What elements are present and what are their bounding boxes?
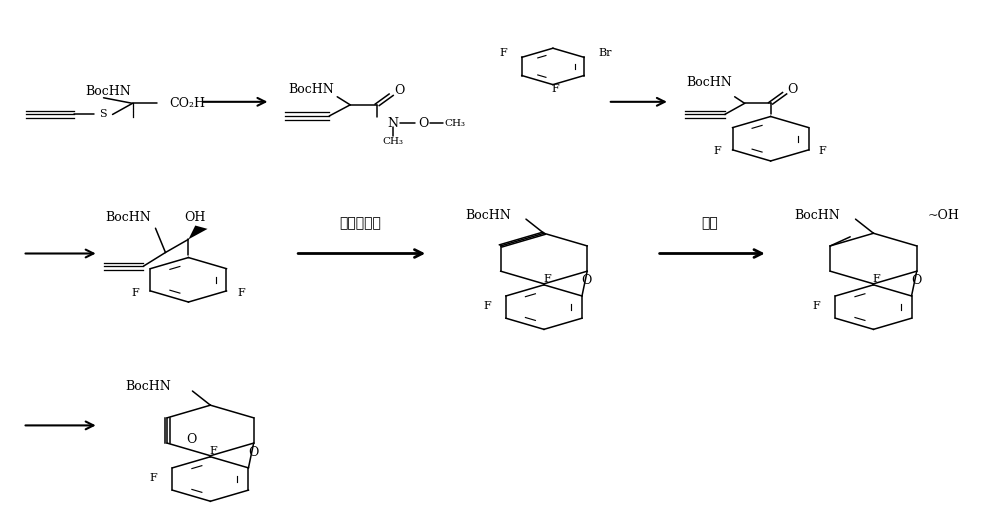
Polygon shape [188,226,208,239]
Text: O: O [911,274,922,287]
Text: Br: Br [598,48,612,58]
Text: F: F [813,301,820,311]
Text: BocHN: BocHN [687,76,732,89]
Text: BocHN: BocHN [126,380,171,393]
Text: F: F [499,48,507,58]
Text: O: O [418,117,428,130]
Text: F: F [132,288,139,298]
Text: BocHN: BocHN [86,85,131,98]
Text: 贵金属催化: 贵金属催化 [339,216,381,230]
Text: ~OH: ~OH [927,208,959,222]
Text: F: F [150,473,157,483]
Text: F: F [210,446,217,456]
Text: CH₃: CH₃ [383,137,404,146]
Text: F: F [819,147,826,156]
Text: OH: OH [185,210,206,224]
Text: O: O [787,83,798,96]
Text: S: S [99,110,106,120]
Text: F: F [551,84,559,94]
Text: CO₂H: CO₂H [169,97,205,110]
Text: F: F [543,274,551,284]
Text: F: F [714,147,722,156]
Text: BocHN: BocHN [106,210,151,224]
Text: O: O [394,84,404,97]
Text: O: O [248,446,259,459]
Text: BocHN: BocHN [795,208,840,222]
Text: O: O [582,274,592,287]
Text: N: N [388,117,399,130]
Text: BocHN: BocHN [465,208,511,222]
Text: F: F [237,288,245,298]
Text: F: F [873,274,880,284]
Text: BocHN: BocHN [288,83,334,96]
Text: CH₃: CH₃ [445,119,466,128]
Text: O: O [186,432,196,446]
Text: 砲烷: 砲烷 [701,216,718,230]
Text: F: F [483,301,491,311]
